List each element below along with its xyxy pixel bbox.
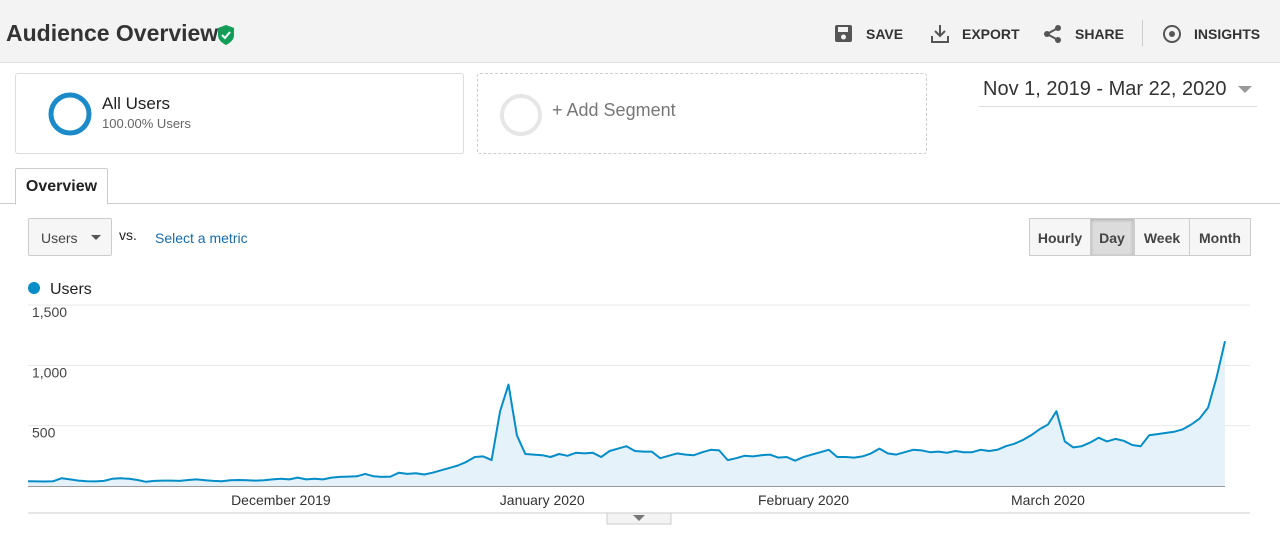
add-segment-ring [500,94,542,136]
date-range[interactable]: Nov 1, 2019 - Mar 22, 2020 [983,78,1227,100]
insights-icon[interactable] [1161,23,1183,45]
segment-detail: 100.00% Users [102,116,191,131]
share-button[interactable]: SHARE [1075,26,1125,42]
segment-name: All Users [102,94,171,113]
export-icon[interactable] [930,24,950,44]
metric-caret [91,235,101,240]
share-icon[interactable] [1043,24,1063,44]
x-tick-label: January 2020 [500,492,585,508]
date-underline [979,106,1257,107]
granularity-button[interactable]: Day [1090,218,1134,256]
insights-button[interactable]: INSIGHTS [1194,26,1261,42]
date-caret[interactable] [1237,85,1253,95]
header [0,0,1280,63]
y-tick-label: 500 [32,425,56,441]
legend-label: Users [50,281,92,298]
x-tick-label: December 2019 [231,492,331,508]
granularity-button[interactable]: Week [1134,218,1190,256]
page-title: Audience Overview [6,20,219,46]
add-segment[interactable]: + Add Segment [552,100,676,120]
expand-caret [633,515,645,521]
tab-line [0,203,1280,204]
metric-label: Users [41,230,78,246]
vs-label: vs. [119,227,137,243]
overview-tab[interactable]: Overview [15,168,108,205]
legend-marker [28,282,40,294]
export-button[interactable]: EXPORT [962,26,1020,42]
divider [1142,20,1143,46]
save-icon[interactable] [834,24,854,44]
y-tick-label: 1,500 [32,304,67,320]
area [28,341,1225,486]
verified-icon [218,25,234,45]
granularity-button[interactable]: Month [1189,218,1251,256]
x-tick-label: February 2020 [758,492,849,508]
save-button[interactable]: SAVE [866,26,904,42]
x-tick-label: March 2020 [1011,492,1085,508]
segment-ring [48,92,92,136]
select-metric[interactable]: Select a metric [155,230,248,246]
line [27,340,1226,483]
granularity-button[interactable]: Hourly [1029,218,1091,256]
y-tick-label: 1,000 [32,364,67,380]
add-segment-card[interactable] [477,73,927,154]
